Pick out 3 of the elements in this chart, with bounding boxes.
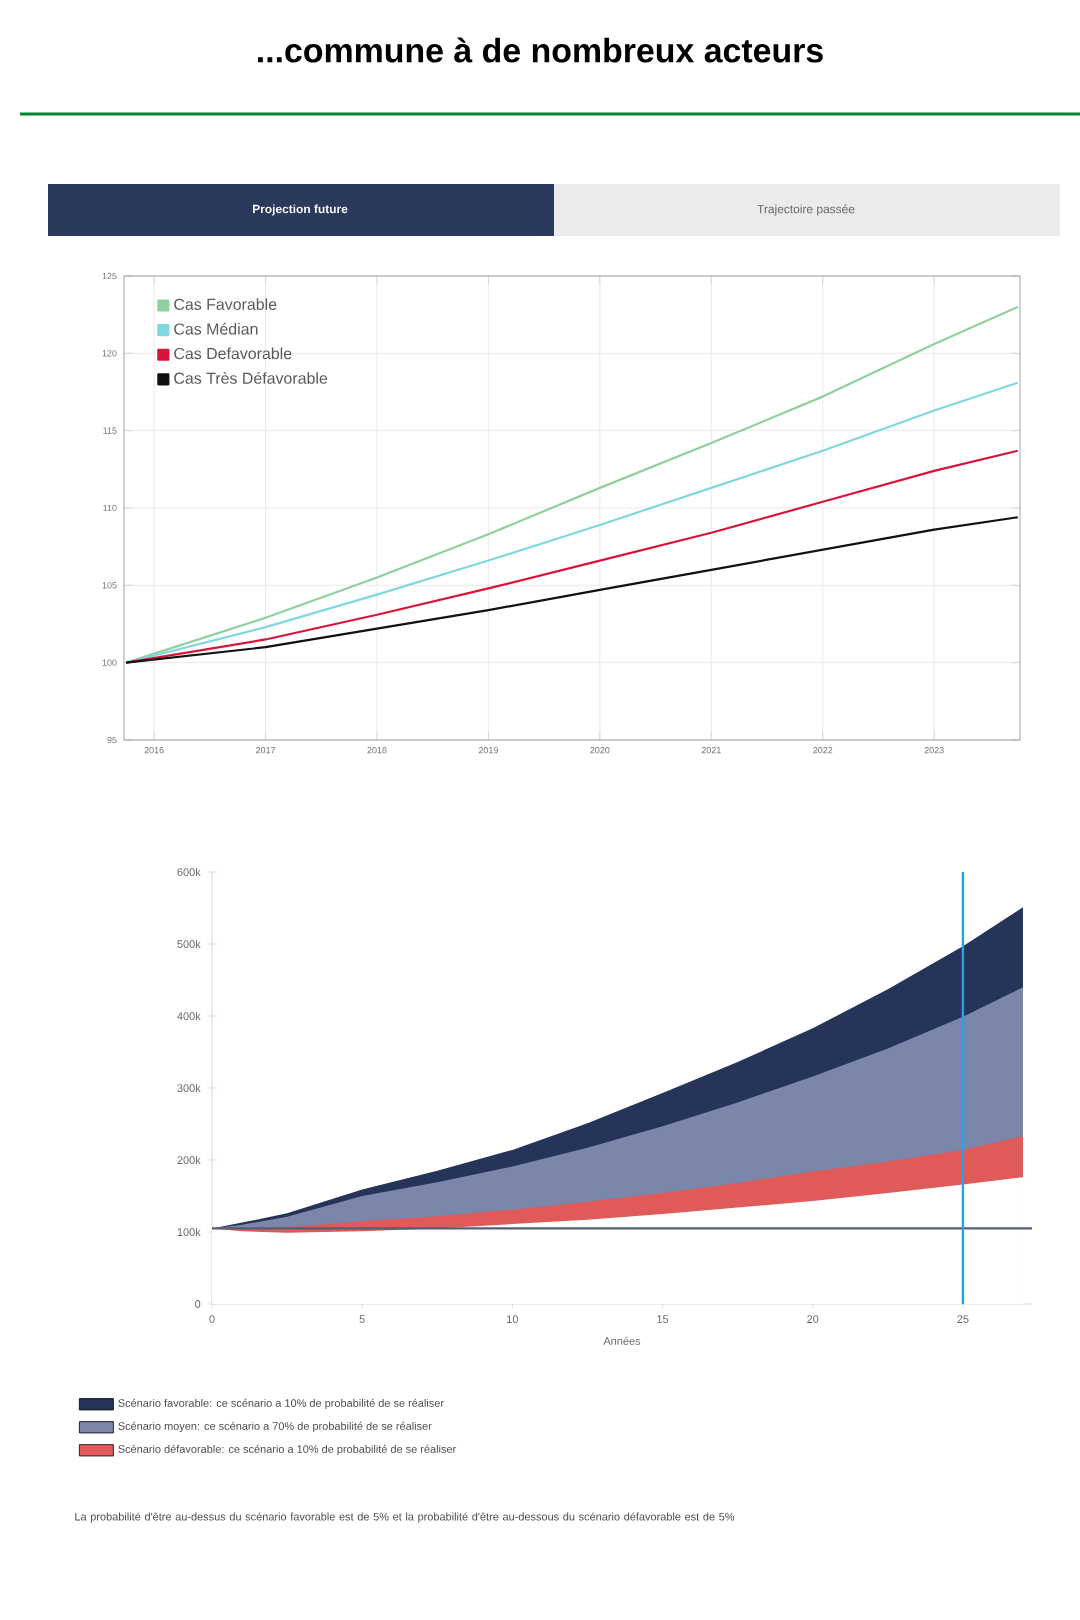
line-series — [125, 449, 1019, 664]
chart-title: ...commune à de nombreux acteurs — [258, 37, 823, 63]
line-series — [125, 381, 1019, 664]
